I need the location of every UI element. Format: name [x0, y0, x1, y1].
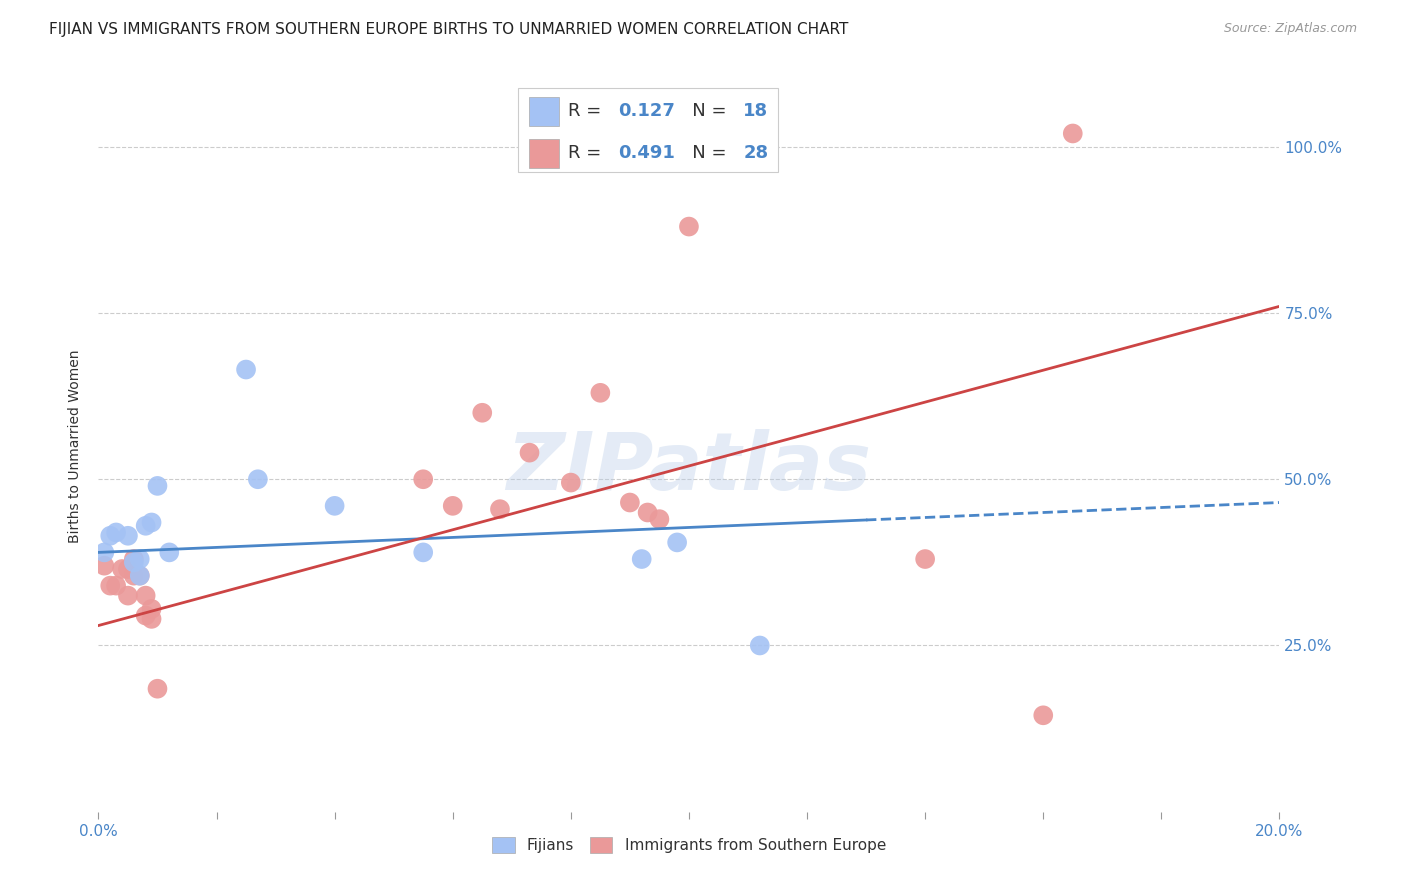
Point — [323, 499, 346, 513]
Y-axis label: Births to Unmarried Women: Births to Unmarried Women — [69, 350, 83, 542]
Point — [122, 555, 145, 569]
Point — [489, 502, 512, 516]
Bar — [530, 138, 560, 168]
Text: 18: 18 — [744, 103, 769, 120]
Text: R =: R = — [568, 103, 607, 120]
Point — [666, 535, 689, 549]
Point — [471, 406, 494, 420]
Text: FIJIAN VS IMMIGRANTS FROM SOUTHERN EUROPE BIRTHS TO UNMARRIED WOMEN CORRELATION : FIJIAN VS IMMIGRANTS FROM SOUTHERN EUROP… — [49, 22, 849, 37]
Point — [98, 529, 121, 543]
Text: N =: N = — [675, 145, 733, 162]
Point — [117, 589, 139, 603]
Text: ZIPatlas: ZIPatlas — [506, 429, 872, 507]
Point — [648, 512, 671, 526]
Point — [122, 552, 145, 566]
Point — [678, 219, 700, 234]
Text: R =: R = — [568, 145, 607, 162]
Point — [519, 445, 541, 459]
Point — [135, 589, 157, 603]
Text: N =: N = — [675, 103, 733, 120]
Point — [630, 552, 652, 566]
Point — [128, 552, 150, 566]
Point — [135, 518, 157, 533]
Point — [146, 681, 169, 696]
Text: Source: ZipAtlas.com: Source: ZipAtlas.com — [1223, 22, 1357, 36]
Point — [146, 479, 169, 493]
Point — [105, 525, 128, 540]
Bar — [530, 96, 560, 126]
Text: 0.491: 0.491 — [619, 145, 675, 162]
Point — [412, 545, 434, 559]
Point — [560, 475, 582, 490]
Point — [122, 568, 145, 582]
Point — [93, 545, 115, 559]
FancyBboxPatch shape — [517, 87, 778, 171]
Legend: Fijians, Immigrants from Southern Europe: Fijians, Immigrants from Southern Europe — [485, 830, 893, 859]
Point — [914, 552, 936, 566]
Point — [141, 516, 163, 530]
Point — [111, 562, 134, 576]
Point — [105, 579, 128, 593]
Point — [637, 506, 659, 520]
Point — [412, 472, 434, 486]
Point — [93, 558, 115, 573]
Point — [235, 362, 257, 376]
Point — [246, 472, 269, 486]
Point — [619, 495, 641, 509]
Point — [117, 562, 139, 576]
Point — [141, 612, 163, 626]
Point — [128, 568, 150, 582]
Point — [1032, 708, 1054, 723]
Point — [98, 579, 121, 593]
Text: 0.127: 0.127 — [619, 103, 675, 120]
Text: 28: 28 — [744, 145, 769, 162]
Point — [589, 385, 612, 400]
Point — [128, 568, 150, 582]
Point — [1062, 127, 1084, 141]
Point — [441, 499, 464, 513]
Point — [135, 608, 157, 623]
Point — [117, 529, 139, 543]
Point — [748, 639, 770, 653]
Point — [141, 602, 163, 616]
Point — [157, 545, 180, 559]
